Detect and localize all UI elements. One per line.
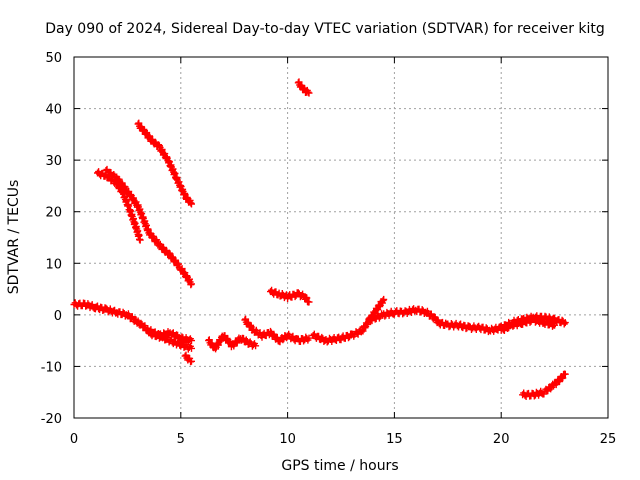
x-tick-labels: 0 5 10 15 20 25: [70, 432, 616, 447]
x-tick-label: 15: [386, 432, 403, 447]
plot-frame: [73, 56, 609, 419]
series-points: [102, 165, 195, 289]
series-arc-3-5: [134, 119, 195, 208]
series-points: [365, 305, 441, 325]
data-layer: [70, 78, 569, 400]
y-tick-label: 20: [45, 206, 62, 221]
series-points: [205, 332, 260, 353]
series-top-10: [294, 78, 313, 97]
y-tick-label: -10: [41, 360, 62, 375]
series-arc-20-23: [519, 370, 569, 400]
series-rise-9-11: [267, 286, 313, 306]
y-tick-label: -20: [41, 412, 62, 427]
series-points: [70, 299, 195, 346]
series-points: [181, 351, 195, 366]
series-points: [267, 286, 313, 306]
series-cluster-6-8: [205, 332, 260, 353]
x-tick-label: 0: [70, 432, 78, 447]
series-points: [294, 78, 313, 97]
y-tick-labels: -20 -10 0 10 20 30 40 50: [41, 51, 62, 427]
y-tick-label: 50: [45, 51, 62, 66]
x-axis-title: GPS time / hours: [281, 458, 398, 474]
series-points: [497, 315, 559, 334]
plot-border: [73, 56, 609, 419]
series-cluster-8-9: [241, 315, 313, 346]
series-points: [519, 370, 569, 400]
x-tick-label: 20: [493, 432, 510, 447]
y-tick-label: 10: [45, 257, 62, 272]
series-points: [241, 315, 313, 346]
series-points: [145, 328, 195, 353]
y-tick-label: 0: [54, 309, 62, 324]
y-tick-label: 40: [45, 103, 62, 118]
series-band-14-17: [365, 305, 441, 325]
x-tick-label: 10: [279, 432, 296, 447]
series-points: [134, 119, 195, 208]
series-band-17-23-lower: [497, 315, 559, 334]
series-arc-1-5: [102, 165, 195, 289]
x-tick-label: 25: [600, 432, 617, 447]
series-main-band-lower: [145, 328, 195, 353]
grid: [74, 57, 608, 418]
y-axis-title: SDTVAR / TECUs: [6, 180, 22, 295]
x-tick-label: 5: [177, 432, 185, 447]
y-tick-label: 30: [45, 154, 62, 169]
chart-title: Day 090 of 2024, Sidereal Day-to-day VTE…: [45, 21, 605, 37]
series-main-band: [70, 299, 195, 346]
series-dip-5: [181, 351, 195, 366]
